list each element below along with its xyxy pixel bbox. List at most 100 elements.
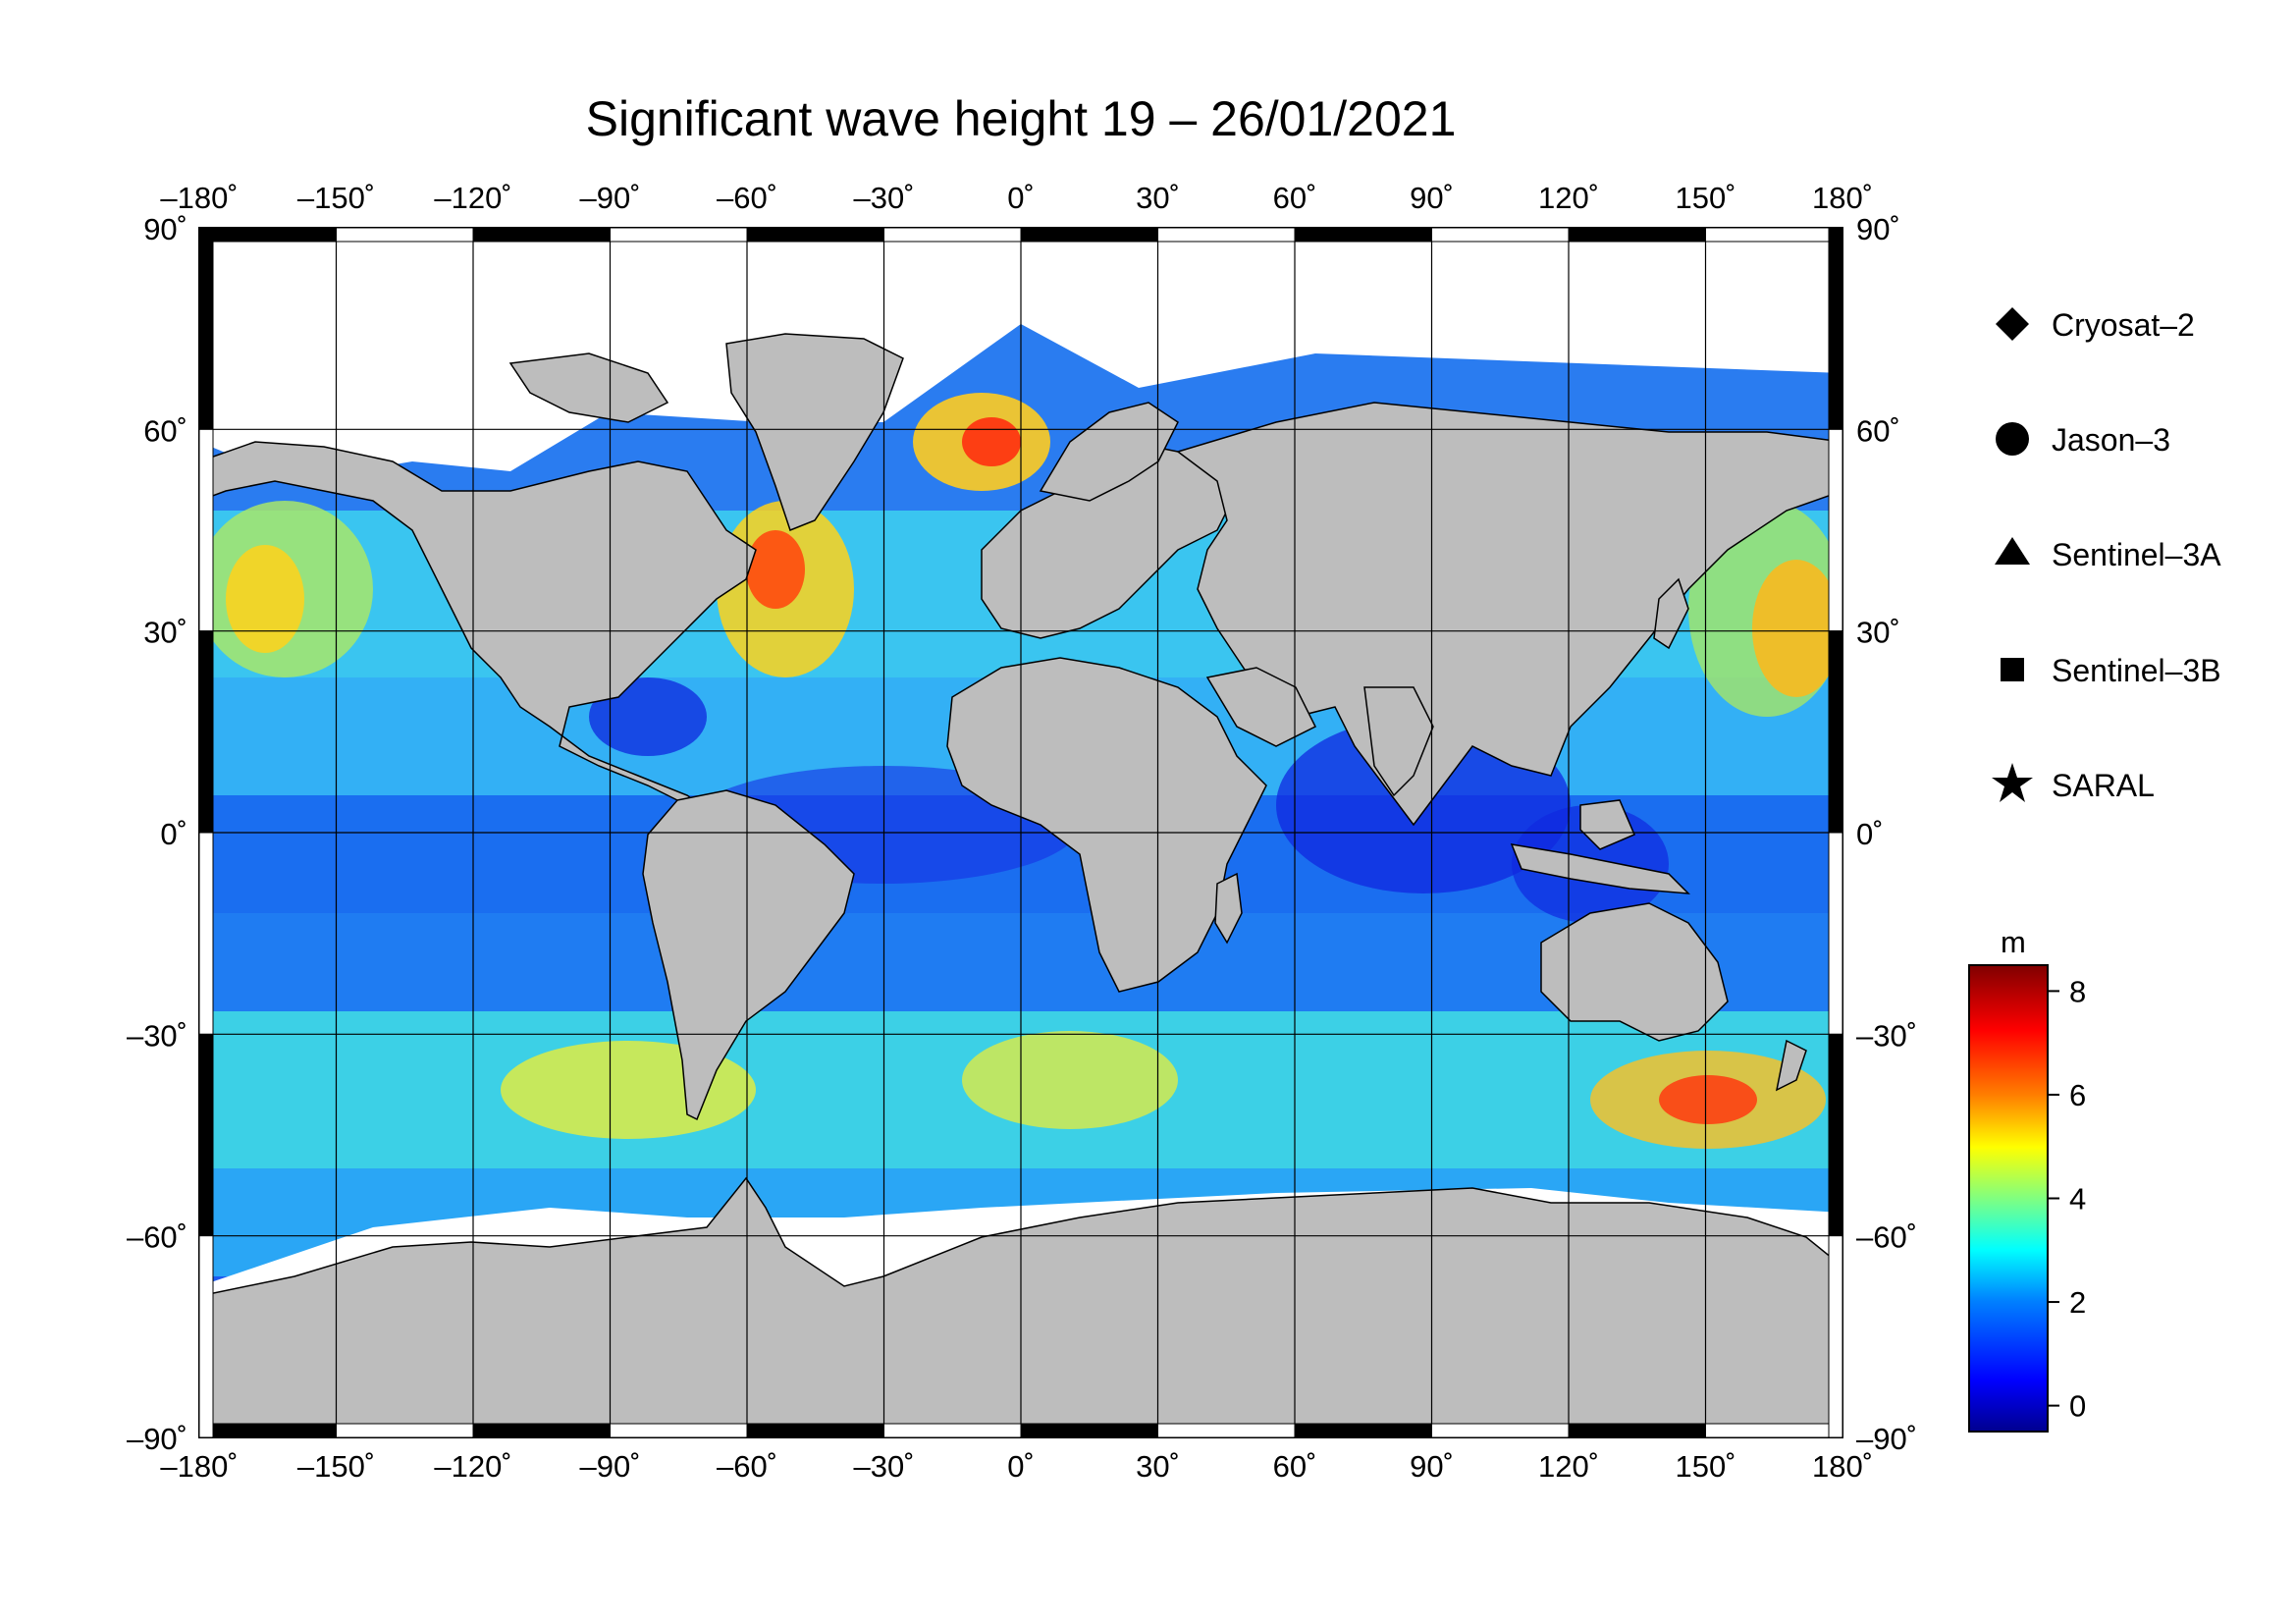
latitude-tick-label: –30˚ bbox=[127, 1018, 187, 1053]
frame-segment bbox=[1828, 832, 1843, 1035]
frame-segment bbox=[1157, 227, 1296, 243]
longitude-tick-label: –60˚ bbox=[717, 1449, 777, 1484]
borneo bbox=[1579, 799, 1635, 850]
frame-segment bbox=[610, 1423, 748, 1438]
frame-segment bbox=[883, 1423, 1022, 1438]
frame-segment bbox=[198, 428, 214, 632]
latitude-tick-label: 90˚ bbox=[1856, 212, 1900, 246]
legend-label: Jason–3 bbox=[2052, 422, 2170, 458]
latitude-tick-label: 60˚ bbox=[143, 413, 187, 448]
legend-item-sentinel-3b: Sentinel–3B bbox=[2001, 653, 2221, 688]
longitude-tick-label: 180˚ bbox=[1812, 181, 1873, 215]
longitude-tick-label: –150˚ bbox=[297, 181, 375, 215]
legend-item-saral: SARAL bbox=[1992, 763, 2155, 803]
longitude-labels-top: –180˚ –150˚ –120˚ –90˚ –60˚ –30˚ 0˚ 30˚ 60˚ 90˚ 12… bbox=[160, 181, 1873, 215]
square-icon bbox=[2001, 658, 2024, 681]
latitude-tick-label: 0˚ bbox=[1856, 817, 1884, 851]
arctic-archipelago bbox=[508, 352, 669, 423]
frame-segment bbox=[1828, 1235, 1843, 1438]
star-icon bbox=[1992, 763, 2033, 802]
frame-segment bbox=[1568, 227, 1706, 243]
latitude-tick-label: –90˚ bbox=[1856, 1422, 1917, 1456]
new-zealand bbox=[1775, 1039, 1807, 1092]
frame-segment bbox=[1294, 1423, 1432, 1438]
legend-item-sentinel-3a: Sentinel–3A bbox=[1995, 537, 2221, 572]
longitude-tick-label: –180˚ bbox=[160, 1449, 238, 1484]
longitude-tick-label: –90˚ bbox=[579, 181, 640, 215]
frame-segment bbox=[883, 227, 1022, 243]
latitude-labels-left: 90˚ 60˚ 30˚ 0˚ –30˚ –60˚ –90˚ bbox=[127, 212, 187, 1456]
longitude-labels-bottom: –180˚ –150˚ –120˚ –90˚ –60˚ –30˚ 0˚ 30˚ 60˚ 90˚ 12… bbox=[160, 1449, 1873, 1484]
colorbar: m 8 6 4 2 0 bbox=[1968, 925, 2086, 1433]
longitude-tick-label: 60˚ bbox=[1273, 1449, 1317, 1484]
frame-segment bbox=[1157, 1423, 1296, 1438]
frame-segment bbox=[1294, 227, 1432, 243]
latitude-tick-label: 90˚ bbox=[143, 212, 187, 246]
greenland bbox=[725, 333, 904, 531]
legend-item-cryosat-2: Cryosat–2 bbox=[1996, 307, 2195, 343]
latitude-tick-label: –30˚ bbox=[1856, 1018, 1917, 1053]
colorbar-tick-label: 8 bbox=[2069, 974, 2086, 1008]
colorbar-unit: m bbox=[2001, 925, 2026, 959]
map-border-ticks bbox=[198, 227, 1843, 1438]
latitude-tick-label: 30˚ bbox=[1856, 616, 1900, 650]
south-america bbox=[642, 789, 855, 1121]
longitude-tick-label: 120˚ bbox=[1538, 181, 1599, 215]
legend-label: Sentinel–3A bbox=[2052, 537, 2221, 572]
longitude-tick-label: 0˚ bbox=[1007, 181, 1035, 215]
latitude-labels-right: 90˚ 60˚ 30˚ 0˚ –30˚ –60˚ –90˚ bbox=[1856, 212, 1917, 1456]
longitude-tick-label: 90˚ bbox=[1410, 1449, 1454, 1484]
indonesia bbox=[1510, 843, 1690, 894]
longitude-tick-label: –120˚ bbox=[434, 1449, 511, 1484]
latitude-tick-label: –60˚ bbox=[1856, 1220, 1917, 1255]
frame-segment bbox=[198, 227, 337, 243]
longitude-tick-label: –180˚ bbox=[160, 181, 238, 215]
legend-item-jason-3: Jason–3 bbox=[1996, 422, 2170, 458]
longitude-tick-label: 60˚ bbox=[1273, 181, 1317, 215]
frame-segment bbox=[1828, 428, 1843, 632]
latitude-tick-label: 60˚ bbox=[1856, 413, 1900, 448]
longitude-tick-label: 150˚ bbox=[1675, 181, 1735, 215]
satellite-legend: Cryosat–2 Jason–3 Sentinel–3A Sentinel–3… bbox=[1992, 307, 2221, 803]
frame-segment bbox=[198, 1235, 214, 1438]
longitude-tick-label: –150˚ bbox=[297, 1449, 375, 1484]
frame-segment bbox=[198, 832, 214, 1035]
longitude-tick-label: 90˚ bbox=[1410, 181, 1454, 215]
frame-segment bbox=[336, 1423, 474, 1438]
frame-segment bbox=[746, 1423, 884, 1438]
asia bbox=[1176, 402, 1842, 827]
diamond-icon bbox=[1996, 307, 2029, 341]
colorbar-gradient bbox=[1968, 964, 2049, 1433]
frame-segment bbox=[1828, 227, 1843, 430]
latitude-tick-label: –90˚ bbox=[127, 1422, 187, 1456]
legend-label: Cryosat–2 bbox=[2052, 307, 2195, 343]
longitude-tick-label: –90˚ bbox=[579, 1449, 640, 1484]
frame-segment bbox=[198, 630, 214, 834]
frame-segment bbox=[746, 227, 884, 243]
frame-segment bbox=[198, 1033, 214, 1237]
latitude-tick-label: 0˚ bbox=[160, 817, 187, 851]
frame-segment bbox=[1568, 1423, 1706, 1438]
longitude-tick-label: 0˚ bbox=[1007, 1449, 1035, 1484]
australia bbox=[1540, 902, 1729, 1042]
frame-segment bbox=[1020, 227, 1158, 243]
frame-segment bbox=[610, 227, 748, 243]
frame-segment bbox=[1705, 1423, 1843, 1438]
legend-label: Sentinel–3B bbox=[2052, 653, 2221, 688]
india bbox=[1363, 686, 1434, 797]
frame-segment bbox=[1705, 227, 1843, 243]
scandinavia bbox=[1039, 402, 1179, 502]
longitude-tick-label: –30˚ bbox=[853, 181, 914, 215]
frame-segment bbox=[198, 227, 214, 430]
longitude-tick-label: –120˚ bbox=[434, 181, 511, 215]
colorbar-tick-label: 2 bbox=[2069, 1285, 2086, 1320]
longitude-tick-label: 30˚ bbox=[1136, 1449, 1180, 1484]
legend-label: SARAL bbox=[2052, 768, 2155, 803]
longitude-tick-label: 120˚ bbox=[1538, 1449, 1599, 1484]
arabian-peninsula bbox=[1205, 667, 1317, 747]
africa bbox=[946, 657, 1267, 993]
latitude-tick-label: –60˚ bbox=[127, 1220, 187, 1255]
colorbar-tick-label: 4 bbox=[2069, 1182, 2086, 1217]
frame-segment bbox=[1828, 630, 1843, 834]
longitude-tick-label: –30˚ bbox=[853, 1449, 914, 1484]
